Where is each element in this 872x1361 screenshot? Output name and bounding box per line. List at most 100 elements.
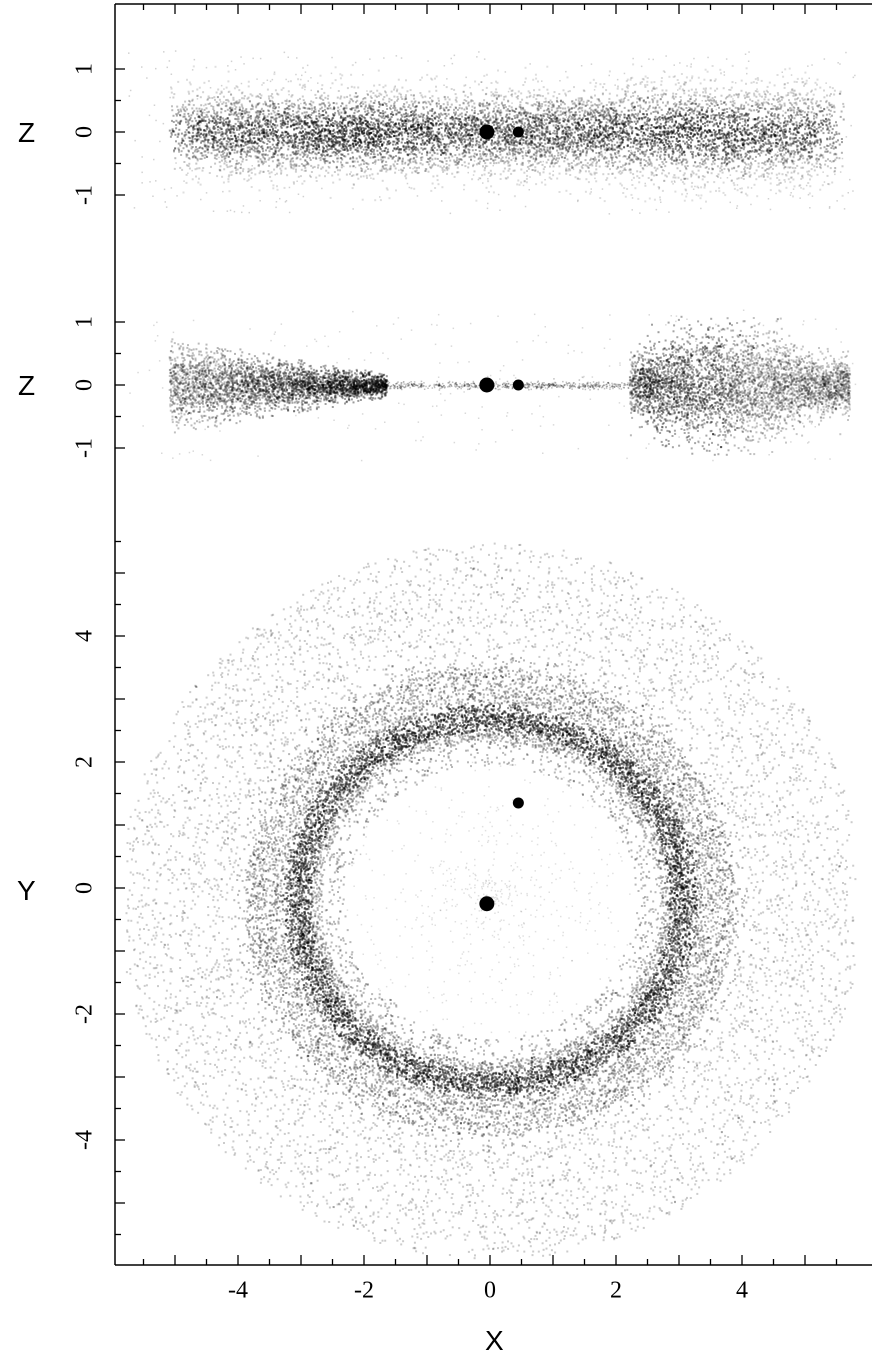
particle [634,187,636,189]
particle [796,141,798,143]
particle [683,92,685,94]
particle [486,153,488,155]
particle [459,107,461,109]
particle [699,147,701,149]
particle [765,154,767,156]
particle [794,167,796,169]
particle [621,88,623,90]
particle [752,158,754,160]
particle [500,95,502,97]
particle [807,182,809,184]
particle [770,178,772,180]
particle [631,109,633,111]
particle [834,170,836,172]
particle [748,163,750,165]
particle [700,197,702,199]
particle [723,192,725,194]
particle [396,110,398,112]
particle [448,143,450,145]
particle [411,139,413,141]
particle [589,122,591,124]
particle [216,92,218,94]
particle [446,173,448,175]
particle [421,137,423,139]
particle [321,88,323,90]
particle [608,98,610,100]
particle [285,168,287,170]
particle [652,107,654,109]
particle [802,135,804,137]
particle [554,91,556,93]
particle [675,177,677,179]
particle [490,155,492,157]
particle [829,152,831,154]
particle [672,140,674,142]
particle [739,128,741,130]
particle [541,103,543,105]
particle [777,132,779,134]
particle [195,176,197,178]
particle [789,68,791,70]
particle [449,99,451,101]
particle [768,99,770,101]
particle [632,146,634,148]
particle [726,108,728,110]
particle [174,147,176,149]
particle [637,95,639,97]
particle [267,154,269,156]
particle [699,162,701,164]
particle [697,124,699,126]
particle [273,140,275,142]
particle [340,161,342,163]
particle [208,127,210,129]
particle [753,81,755,83]
particle [784,68,786,70]
particle [427,124,429,126]
particle [718,187,720,189]
particle [487,108,489,110]
particle [721,95,723,97]
particle [392,144,394,146]
particle [776,174,778,176]
particle [813,94,815,96]
particle [710,144,712,146]
particle [321,121,323,123]
particle [299,84,301,86]
particle [554,155,556,157]
particle [424,96,426,98]
particle [191,120,193,122]
particle [738,158,740,160]
particle [421,153,423,155]
particle [377,154,379,156]
particle [809,185,811,187]
particle [584,112,586,114]
particle [257,129,259,131]
particle [526,178,528,180]
particle [281,165,283,167]
particle [574,139,576,141]
particle [349,94,351,96]
particle [639,171,641,173]
particle [434,187,436,189]
particle [623,98,625,100]
particle [761,167,763,169]
particle [836,133,838,135]
particle [811,164,813,166]
particle [608,160,610,162]
particle [198,178,200,180]
particle [515,108,517,110]
particle [633,84,635,86]
particle [627,91,629,93]
particle [829,138,831,140]
particle [186,108,188,110]
particle [246,159,248,161]
particle [402,128,404,130]
particle [382,86,384,88]
particle [490,91,492,93]
particle [731,142,733,144]
particle [644,86,646,88]
particle [232,158,234,160]
particle [560,154,562,156]
particle [794,185,796,187]
particle [422,136,424,138]
